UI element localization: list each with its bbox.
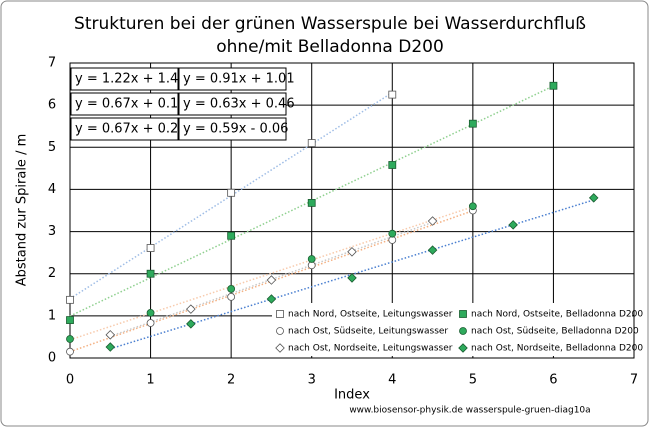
legend-label: nach Ost, Südseite, Leitungswasser xyxy=(288,327,448,337)
x-tick-label: 6 xyxy=(549,373,557,388)
y-tick-label: 7 xyxy=(48,56,56,71)
marker xyxy=(105,330,116,340)
equation: y = 0.67x + 0.16 xyxy=(75,97,187,112)
marker xyxy=(266,275,277,285)
equation: y = 0.63x + 0.46 xyxy=(183,97,295,112)
marker xyxy=(468,119,477,128)
marker xyxy=(427,216,438,226)
equation-box xyxy=(178,92,287,116)
x-tick-label: 2 xyxy=(227,373,235,388)
marker xyxy=(66,335,74,343)
marker xyxy=(549,81,558,90)
equation-box xyxy=(178,67,287,91)
equation: y = 0.91x + 1.01 xyxy=(183,72,295,87)
marker xyxy=(66,295,74,304)
marker xyxy=(227,188,236,197)
marker xyxy=(66,316,74,324)
legend xyxy=(272,303,632,356)
marker xyxy=(186,319,196,329)
marker xyxy=(227,292,236,301)
marker xyxy=(146,244,155,252)
equation: y = 0.67x + 0.20 xyxy=(75,122,187,137)
x-tick-label: 3 xyxy=(308,373,316,388)
marker xyxy=(146,269,155,278)
equation: y = 0.59x - 0.06 xyxy=(183,122,288,137)
y-tick-label: 4 xyxy=(48,182,56,197)
trendline xyxy=(110,221,433,338)
equation-box xyxy=(70,92,179,116)
y-tick-label: 6 xyxy=(48,98,56,113)
marker xyxy=(276,310,284,318)
legend-label: nach Ost, Nordseite, Leitungswasser xyxy=(288,344,453,354)
y-tick-label: 3 xyxy=(48,224,56,239)
trendline xyxy=(69,206,474,341)
marker xyxy=(66,347,74,356)
marker xyxy=(266,294,277,304)
marker xyxy=(307,255,316,263)
marker xyxy=(307,139,316,147)
trendline xyxy=(69,210,474,353)
y-axis-label: Abstand zur Spirale / m xyxy=(15,134,30,287)
y-tick-label: 5 xyxy=(48,140,56,155)
marker xyxy=(459,310,467,318)
marker xyxy=(388,229,397,238)
chart-subtitle: ohne/mit Belladonna D200 xyxy=(216,37,444,57)
marker xyxy=(307,199,316,207)
marker xyxy=(388,90,397,99)
trendline xyxy=(69,91,393,300)
marker xyxy=(588,193,599,203)
marker xyxy=(146,319,155,327)
x-tick-label: 0 xyxy=(66,373,74,388)
marker xyxy=(459,327,467,335)
legend-label: nach Nord, Ostseite, Leitungswasser xyxy=(288,310,453,320)
marker xyxy=(458,343,468,353)
chart-title: Strukturen bei der grünen Wasserspule be… xyxy=(74,14,586,34)
marker xyxy=(105,342,116,352)
legend-label: nach Ost, Nordseite, Belladonna D200 xyxy=(471,344,643,354)
equation-box xyxy=(178,117,287,141)
marker xyxy=(388,161,397,169)
marker xyxy=(227,231,236,240)
marker xyxy=(146,309,155,317)
y-tick-label: 1 xyxy=(48,308,56,323)
marker xyxy=(468,202,477,211)
legend-label: nach Ost, Südseite, Belladonna D200 xyxy=(471,327,639,337)
x-tick-label: 7 xyxy=(630,373,638,388)
x-tick-label: 4 xyxy=(388,373,396,388)
marker xyxy=(347,247,357,257)
legend-label: nach Nord, Ostseite, Belladonna D200 xyxy=(471,310,643,320)
marker xyxy=(276,327,284,335)
marker xyxy=(508,220,518,230)
x-tick-label: 1 xyxy=(146,373,154,388)
equation: y = 1.22x + 1.43 xyxy=(75,72,187,87)
marker xyxy=(186,304,196,314)
marker xyxy=(275,343,285,353)
marker xyxy=(227,284,236,293)
marker xyxy=(347,273,357,283)
x-tick-label: 5 xyxy=(469,373,477,388)
equation-box xyxy=(70,67,179,91)
equation-box xyxy=(70,117,179,141)
footer: www.biosensor-physik.de wasserspule-grue… xyxy=(349,406,590,416)
x-axis-label: Index xyxy=(334,388,370,403)
y-tick-label: 2 xyxy=(48,266,56,281)
marker xyxy=(427,245,438,255)
y-tick-label: 0 xyxy=(48,351,56,366)
